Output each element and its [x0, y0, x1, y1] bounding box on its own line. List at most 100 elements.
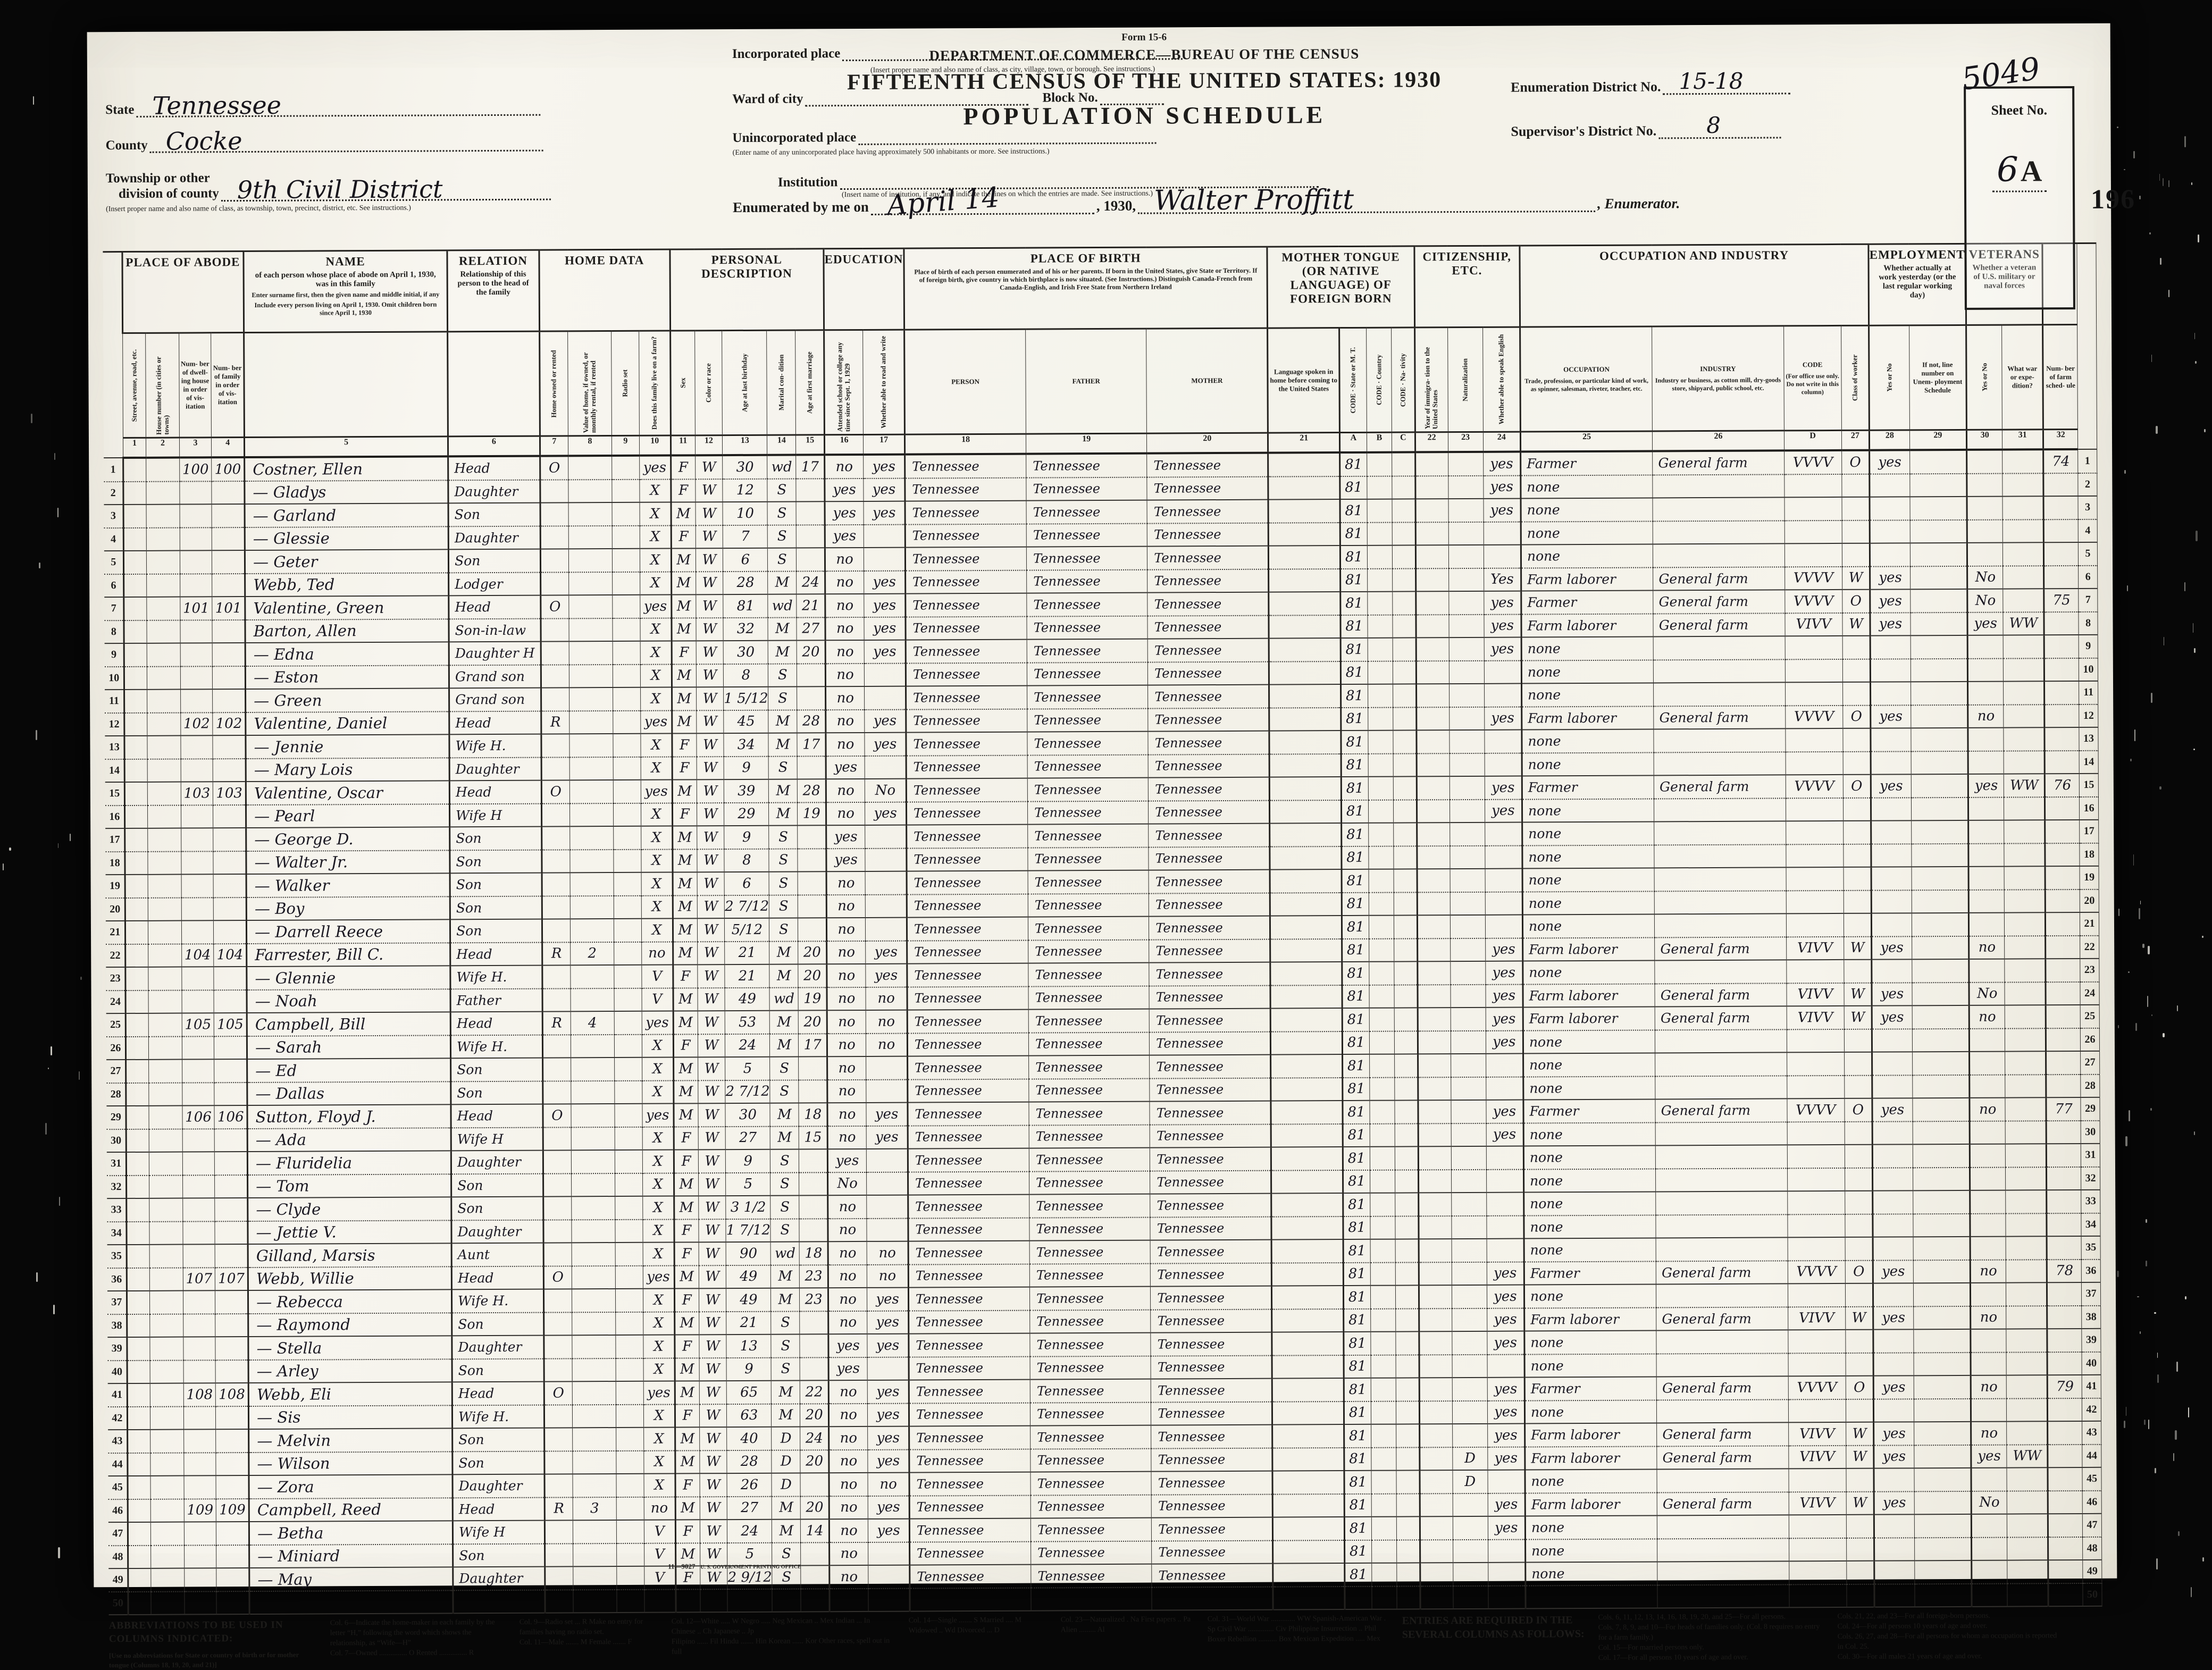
cell-eng: yes: [1487, 1400, 1525, 1424]
cell-hn: [151, 1568, 185, 1592]
cell-bpm: Tennessee: [1151, 1263, 1272, 1286]
enumerated-date: April 14: [886, 184, 1000, 220]
cell-unemp: [1914, 1560, 1972, 1584]
cell-code: VIVV: [1789, 1491, 1846, 1515]
cell-lang: [1272, 1263, 1344, 1286]
cell-work: [1871, 798, 1912, 821]
cell-cls: W: [1842, 566, 1870, 590]
cell-farm: V: [642, 965, 673, 988]
cell-cls: [1845, 1191, 1873, 1214]
line-number: 34: [107, 1222, 126, 1245]
entries-note: Col. 30—For all males 21 years of age an…: [1838, 1651, 2061, 1663]
cell-mar: M: [771, 1265, 800, 1288]
cell-nat: [1451, 1008, 1486, 1031]
cell-ind: [1654, 867, 1786, 891]
cell-rel: Wife H.: [449, 734, 541, 758]
cell-hn: [146, 527, 180, 551]
cell-cA: 81: [1344, 1332, 1371, 1355]
cell-cC: [1395, 1123, 1418, 1147]
cell-age: 29: [724, 802, 769, 826]
cell-cls: O: [1842, 705, 1871, 728]
cell-radio: [615, 1243, 643, 1266]
cell-occ: none: [1521, 660, 1653, 684]
column-header-sex: Sex: [670, 331, 695, 435]
cell-ind: General farm: [1655, 1098, 1787, 1122]
cell-unemp: [1914, 1422, 1971, 1445]
cell-dw: [184, 1475, 216, 1499]
line-number: 6: [104, 574, 123, 598]
column-header-cls: Class of worker: [1841, 325, 1869, 430]
state-field: State Tennessee: [105, 97, 701, 118]
cell-bp: Tennessee: [908, 1079, 1029, 1102]
cell-bpf: Tennessee: [1027, 708, 1148, 732]
cell-dw: [183, 1453, 216, 1476]
cell-sex: M: [673, 918, 697, 942]
cell-unemp: [1913, 1260, 1971, 1283]
cell-agem: 28: [797, 710, 826, 733]
cell-cls: O: [1843, 775, 1871, 798]
cell-cA: [1345, 1586, 1372, 1609]
cell-mar: M: [769, 941, 798, 964]
cell-imm: [1415, 522, 1448, 546]
cell-own: [543, 1127, 571, 1151]
census-sheet-paper: Form 15-6 DEPARTMENT OF COMMERCE—BUREAU …: [87, 23, 2117, 1588]
cell-dw: [181, 828, 213, 851]
cell-sex: F: [674, 1149, 698, 1173]
cell-st: [125, 990, 149, 1013]
cell-age: 13: [726, 1335, 771, 1358]
cell-fam: [213, 689, 246, 712]
cell-imm: [1418, 1146, 1451, 1170]
cell-fam: [215, 1152, 248, 1175]
cell-cls: [1845, 1214, 1873, 1237]
cell-bpm: Tennessee: [1151, 1379, 1272, 1402]
cell-own: [543, 1220, 572, 1243]
cell-unemp: [1910, 497, 1967, 520]
cell-cA: 81: [1342, 1008, 1369, 1031]
cell-bpf: Tennessee: [1029, 1217, 1150, 1240]
cell-dw: 102: [180, 712, 213, 736]
township-label: Township or other division of county: [106, 171, 219, 202]
line-number: 32: [2081, 1167, 2100, 1190]
cell-imm: [1417, 776, 1449, 800]
column-number-26: 26: [1653, 431, 1784, 451]
cell-cls: [1844, 913, 1872, 937]
cell-val: [573, 1474, 616, 1497]
cell-school: no: [825, 455, 864, 479]
cell-color: W: [696, 548, 723, 572]
cell-vet: no: [1971, 1422, 2007, 1445]
cell-war: [2003, 589, 2044, 612]
cell-rel: Son: [453, 1451, 544, 1474]
cell-vet: [1967, 519, 2002, 543]
cell-radio: [614, 826, 641, 850]
line-number: 43: [108, 1430, 127, 1453]
cell-own: [543, 1289, 572, 1312]
cell-farm: X: [641, 734, 672, 757]
cell-cC: [1395, 1262, 1419, 1286]
cell-agem: 15: [799, 1126, 827, 1149]
cell-cA: 81: [1342, 962, 1369, 985]
column-number-2: 2: [146, 438, 180, 458]
cell-name: — Betha: [249, 1521, 453, 1545]
cell-sex: F: [674, 1127, 698, 1150]
cell-cB: [1370, 1170, 1395, 1193]
cell-own: [543, 1243, 572, 1266]
cell-hn: [150, 1430, 184, 1453]
cell-school: no: [829, 1426, 868, 1450]
cell-work: [1871, 867, 1912, 890]
cell-cC: [1394, 892, 1417, 916]
cell-cC: [1397, 1516, 1420, 1540]
cell-radio: [613, 664, 640, 687]
cell-fs: [2046, 959, 2080, 982]
cell-vet: [1968, 751, 2004, 774]
scan-speck: [2185, 1296, 2186, 1299]
cell-rel: Son: [448, 503, 540, 526]
cell-name: — Geter: [245, 549, 448, 573]
cell-bpf: Tennessee: [1029, 1263, 1150, 1287]
cell-color: W: [699, 1404, 727, 1428]
line-number: 33: [107, 1198, 126, 1222]
line-number: 9: [105, 643, 124, 667]
cell-vet: yes: [1971, 1445, 2007, 1468]
cell-bpm: Tennessee: [1149, 916, 1270, 939]
cell-eng: [1487, 1354, 1525, 1378]
cell-unemp: [1913, 1167, 1970, 1190]
